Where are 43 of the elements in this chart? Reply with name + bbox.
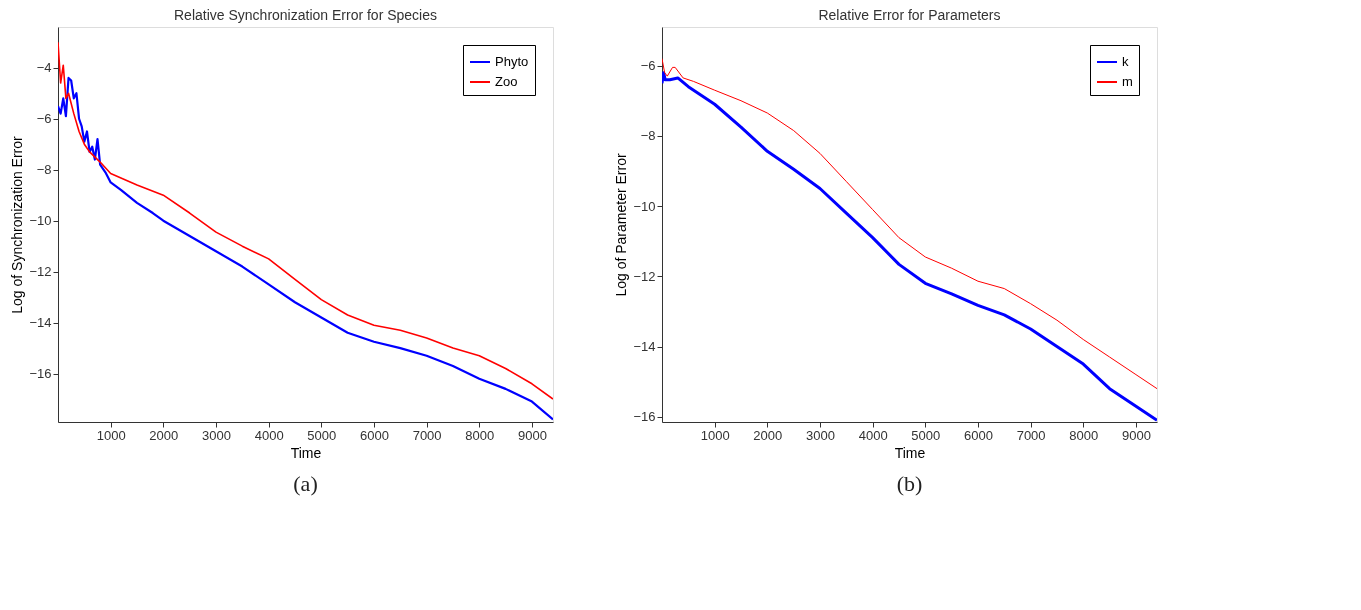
y-tick-label: −16: [29, 366, 52, 382]
x-tick-label: 7000: [1016, 427, 1046, 443]
y-tick-label: −12: [633, 268, 656, 284]
x-tick-label: 4000: [858, 427, 888, 443]
x-tick-label: 2000: [149, 427, 179, 443]
y-tick-label: −10: [633, 198, 656, 214]
y-axis-title: Log of Parameter Error: [613, 153, 630, 297]
x-tick-label: 5000: [911, 427, 941, 443]
x-tick-label: 5000: [307, 427, 337, 443]
legend-label: Zoo: [495, 74, 518, 89]
x-tick-label: 6000: [964, 427, 993, 443]
x-tick-label: 1000: [700, 427, 730, 443]
y-axis-title: Log of Synchronization Error: [9, 135, 26, 314]
y-tick-label: −8: [640, 128, 656, 144]
x-tick-label: 3000: [806, 427, 835, 443]
y-tick-label: −10: [29, 213, 52, 229]
x-tick-label: 1000: [96, 427, 126, 443]
y-tick-label: −12: [29, 264, 52, 280]
text: (b): [896, 471, 923, 496]
y-tick-label: −8: [36, 162, 52, 178]
legend-label: Phyto: [495, 54, 529, 69]
legend-label: m: [1122, 74, 1133, 89]
chart-title: Relative Synchronization Error for Species: [173, 7, 438, 23]
y-tick-label: −4: [36, 60, 52, 76]
chart-title: Relative Error for Parameters: [818, 7, 1001, 23]
x-tick-label: 2000: [753, 427, 783, 443]
x-tick-label: 9000: [1121, 427, 1151, 443]
x-tick-label: 3000: [202, 427, 231, 443]
x-tick-label: 8000: [465, 427, 495, 443]
x-tick-label: 7000: [412, 427, 442, 443]
x-tick-label: 6000: [360, 427, 389, 443]
y-tick-label: −6: [36, 111, 52, 127]
y-tick-label: −6: [640, 58, 656, 74]
x-axis-title: Time: [894, 444, 926, 461]
x-axis-title: Time: [290, 444, 322, 461]
x-tick-label: 8000: [1069, 427, 1099, 443]
x-tick-label: 4000: [254, 427, 284, 443]
y-tick-label: −16: [633, 409, 656, 425]
legend-label: k: [1122, 54, 1129, 69]
y-tick-label: −14: [633, 339, 656, 355]
y-tick-label: −14: [29, 315, 52, 331]
text: (a): [293, 471, 318, 496]
x-tick-label: 9000: [517, 427, 547, 443]
